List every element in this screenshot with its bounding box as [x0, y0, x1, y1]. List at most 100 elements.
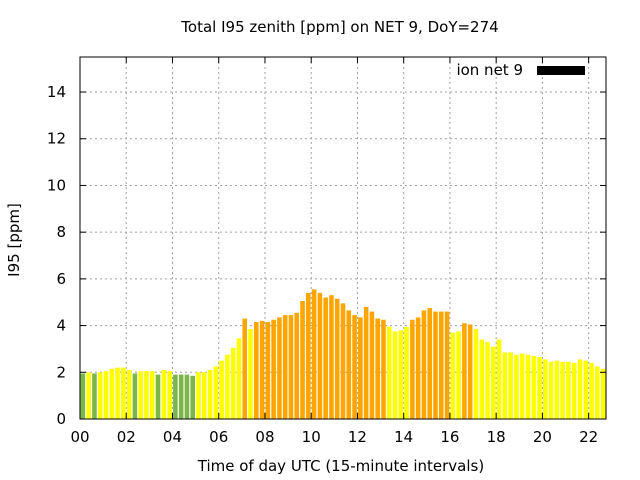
x-tick-label: 00 [70, 428, 89, 446]
bar [97, 372, 103, 419]
bar [329, 295, 334, 419]
bar [346, 310, 352, 419]
legend: ion net 9 [456, 61, 585, 79]
bar [589, 362, 594, 419]
y-tick-label: 8 [56, 223, 66, 241]
bar [444, 311, 450, 419]
y-tick-label: 2 [56, 363, 66, 381]
bar [219, 360, 224, 419]
bar [167, 371, 172, 419]
bar [543, 359, 548, 419]
bar [282, 315, 288, 419]
bar [288, 315, 294, 419]
bar [386, 326, 392, 419]
bar [201, 372, 207, 419]
bar [433, 311, 438, 419]
bar [508, 352, 513, 419]
y-tick-label: 14 [47, 83, 66, 101]
bar [519, 353, 525, 419]
bar [340, 303, 346, 419]
y-tick-label: 10 [47, 176, 66, 194]
y-tick-label: 12 [47, 130, 66, 148]
x-tick-label: 12 [348, 428, 367, 446]
bar [196, 372, 201, 419]
bar [306, 292, 311, 419]
x-tick-label: 20 [533, 428, 552, 446]
bar [149, 371, 155, 419]
bar [109, 368, 115, 419]
bar [404, 326, 409, 419]
bar [254, 322, 259, 419]
bar [600, 368, 606, 419]
bar [490, 346, 496, 419]
bar [467, 324, 473, 419]
bar [248, 329, 253, 419]
bar [80, 373, 86, 419]
x-tick-label: 10 [302, 428, 321, 446]
bar [485, 341, 490, 419]
bar [92, 373, 97, 419]
bar [225, 354, 230, 419]
bar [571, 362, 577, 419]
bar [525, 354, 531, 419]
bar [277, 317, 282, 419]
bar [462, 323, 467, 419]
bar [213, 366, 219, 419]
y-tick-label: 0 [56, 410, 66, 428]
bar [363, 306, 369, 419]
bar [138, 371, 143, 419]
bar [502, 352, 508, 419]
bar [456, 331, 461, 419]
y-tick-label: 6 [56, 270, 66, 288]
bar [450, 332, 456, 419]
bar [317, 292, 323, 419]
bar [271, 319, 276, 419]
x-tick-label: 06 [209, 428, 228, 446]
bar [334, 298, 340, 419]
bar [155, 374, 161, 419]
bar [144, 371, 149, 419]
x-tick-label: 16 [440, 428, 459, 446]
bar [358, 317, 363, 419]
bar [473, 329, 479, 419]
bar [381, 319, 386, 419]
bar [300, 301, 305, 419]
bar [121, 367, 126, 419]
plot-frame [79, 56, 607, 420]
bar [369, 311, 375, 419]
bar [115, 367, 120, 419]
bar [479, 339, 485, 419]
bar [103, 371, 109, 419]
bar [311, 289, 317, 419]
bar [583, 360, 589, 419]
bar [415, 317, 421, 419]
bar [126, 369, 132, 419]
bar [560, 361, 565, 419]
legend-label: ion net 9 [456, 61, 523, 79]
bar [375, 318, 380, 419]
bar [548, 361, 554, 419]
bar [294, 312, 300, 419]
bar [161, 369, 167, 419]
bar [595, 366, 600, 419]
bar [184, 374, 190, 419]
bar [86, 372, 91, 419]
bar [438, 311, 444, 419]
bar [496, 339, 502, 419]
bar [537, 357, 542, 419]
x-tick-label: 14 [394, 428, 413, 446]
chart-title: Total I95 zenith [ppm] on NET 9, DoY=274 [180, 18, 498, 36]
bar [554, 360, 560, 419]
bar [392, 331, 398, 419]
bar [230, 347, 236, 419]
x-tick-label: 18 [487, 428, 506, 446]
bar [566, 361, 571, 419]
bar [421, 310, 427, 419]
bar [577, 359, 583, 419]
bar [410, 319, 415, 419]
bar [398, 330, 404, 419]
grid [80, 57, 606, 419]
x-tick-label: 08 [255, 428, 274, 446]
bar [178, 374, 184, 419]
bar [173, 374, 178, 419]
